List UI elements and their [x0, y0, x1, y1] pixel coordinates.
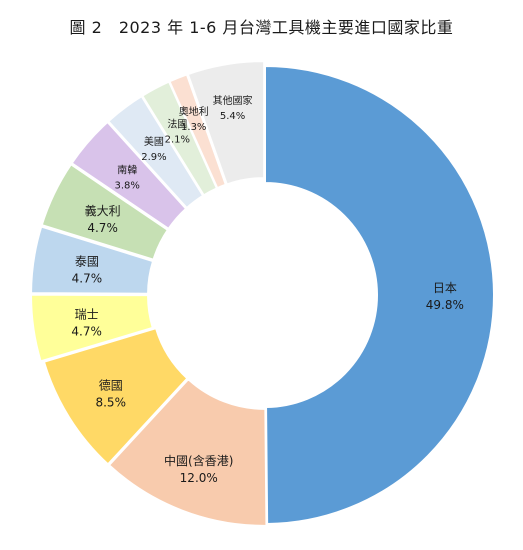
- slice-value-8: 2.9%: [141, 152, 166, 163]
- slice-value-11: 5.4%: [220, 111, 245, 122]
- slice-label-11: 其他國家: [213, 94, 253, 107]
- slice-label-5: 泰國: [75, 255, 99, 269]
- slice-label-9: 法國: [167, 118, 187, 131]
- slice-label-4: 瑞士: [75, 308, 99, 322]
- donut-slice-10: [168, 73, 228, 190]
- slice-label-10: 奧地利: [179, 105, 209, 118]
- donut-labels: 日本 49.8% 中國(含香港) 12.0% 德國 8.5% 瑞士 4.7% 泰國 4.7% 義大利…: [71, 94, 464, 485]
- slice-label-1: 日本: [433, 281, 457, 295]
- slice-label-2: 中國(含香港): [164, 453, 233, 468]
- slice-label-3: 德國: [99, 377, 123, 392]
- donut-slice-4: [30, 293, 155, 363]
- slice-label-7: 南韓: [117, 163, 137, 176]
- chart-title: 圖 2 2023 年 1-6 月台灣工具機主要進口國家比重: [69, 18, 454, 37]
- slice-value-2: 12.0%: [180, 471, 218, 485]
- slice-value-3: 8.5%: [95, 395, 126, 409]
- slice-value-10: 1.3%: [181, 122, 206, 133]
- slice-label-6: 義大利: [85, 203, 121, 218]
- slice-value-5: 4.7%: [72, 272, 103, 286]
- slice-value-7: 3.8%: [115, 180, 140, 191]
- slice-value-9: 2.1%: [165, 135, 190, 146]
- donut-slice-3: [42, 326, 189, 466]
- donut-slice-1: [264, 64, 495, 526]
- donut-slice-6: [40, 162, 170, 261]
- slice-label-8: 美國: [144, 135, 164, 148]
- donut-slices: [30, 60, 495, 527]
- slice-value-4: 4.7%: [71, 325, 102, 339]
- donut-slice-5: [30, 225, 155, 295]
- slice-value-1: 49.8%: [426, 298, 464, 312]
- donut-slice-7: [70, 120, 188, 231]
- donut-slice-2: [107, 377, 268, 527]
- donut-slice-11: [186, 60, 266, 186]
- slice-value-6: 4.7%: [87, 221, 118, 235]
